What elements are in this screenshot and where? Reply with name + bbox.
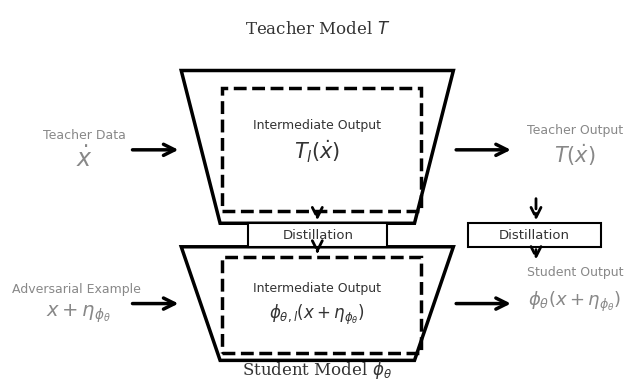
Text: $\dot{x}$: $\dot{x}$: [76, 146, 92, 172]
Bar: [248, 223, 387, 247]
Text: $T(\dot{x})$: $T(\dot{x})$: [554, 142, 596, 168]
Text: $x + \eta_{\phi_{\theta}}$: $x + \eta_{\phi_{\theta}}$: [45, 302, 111, 325]
Text: Distillation: Distillation: [499, 228, 570, 241]
Text: Teacher Output: Teacher Output: [527, 124, 623, 137]
Bar: [222, 257, 421, 353]
Text: $T_l(\dot{x})$: $T_l(\dot{x})$: [294, 139, 340, 165]
Bar: [222, 88, 421, 210]
Text: $\phi_{\theta}(x + \eta_{\phi_{\theta}})$: $\phi_{\theta}(x + \eta_{\phi_{\theta}})…: [528, 290, 621, 314]
Text: Student Model $\phi_{\theta}$: Student Model $\phi_{\theta}$: [243, 359, 392, 381]
Polygon shape: [181, 247, 453, 360]
Text: Intermediate Output: Intermediate Output: [253, 119, 381, 132]
Text: $\phi_{\theta,l}(x + \eta_{\phi_{\theta}})$: $\phi_{\theta,l}(x + \eta_{\phi_{\theta}…: [269, 303, 365, 327]
Text: Distillation: Distillation: [282, 228, 353, 241]
Text: Teacher Model $\mathit{T}$: Teacher Model $\mathit{T}$: [244, 21, 390, 38]
Polygon shape: [181, 71, 453, 223]
Text: Teacher Data: Teacher Data: [43, 129, 125, 142]
Bar: [468, 223, 601, 247]
Text: Intermediate Output: Intermediate Output: [253, 282, 381, 295]
Text: Student Output: Student Output: [527, 266, 623, 279]
Text: Adversarial Example: Adversarial Example: [12, 283, 141, 296]
